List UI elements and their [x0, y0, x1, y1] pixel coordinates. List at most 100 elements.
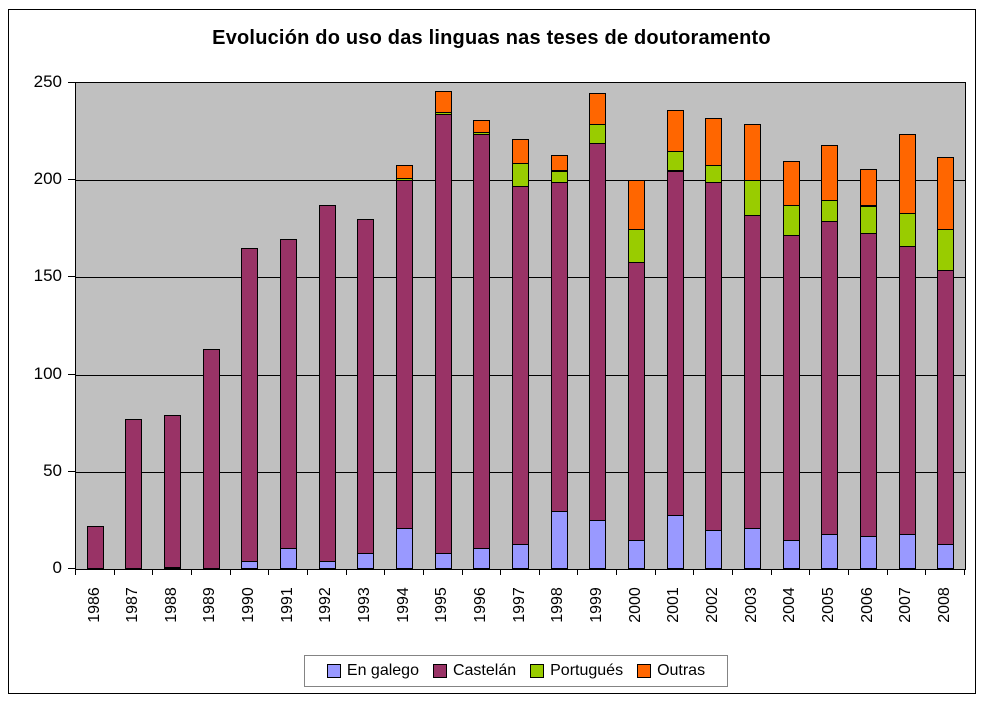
x-axis-label-text-1994: 1994	[394, 587, 412, 623]
bar-segment-2006-En galego	[859, 535, 877, 569]
x-axis-tick-11	[500, 569, 502, 575]
bar-segment-1987-Castelán	[125, 419, 143, 569]
x-axis-tick-0	[75, 569, 76, 575]
bar-segment-2001-En galego	[666, 514, 684, 569]
x-axis-label-text-2000: 2000	[626, 587, 644, 623]
x-axis-label-text-1996: 1996	[471, 587, 489, 623]
x-axis-label-text-1995: 1995	[433, 587, 451, 623]
x-axis-label-2005: 2005	[809, 576, 848, 634]
y-axis-tick-0	[68, 568, 76, 569]
y-axis-label-200: 200	[33, 169, 62, 189]
x-axis-tick-17	[732, 569, 734, 575]
bar-segment-1988-Castelán	[164, 415, 182, 569]
legend-swatch-En galego	[326, 664, 341, 678]
x-axis-label-2000: 2000	[616, 576, 655, 634]
y-axis-label-50: 50	[43, 460, 62, 480]
bar-segment-1990-En galego	[241, 561, 259, 569]
x-axis-label-text-1997: 1997	[510, 587, 528, 623]
bar-segment-2001-Portugués	[666, 151, 684, 172]
bar-segment-2008-Castelán	[937, 269, 955, 545]
bar-segment-1997-En galego	[512, 543, 529, 569]
bar-segment-1999-Castelán	[589, 143, 607, 522]
bar-segment-1991-Castelán	[280, 238, 298, 549]
x-axis-label-text-2002: 2002	[703, 587, 721, 623]
bar-segment-2001-Outras	[666, 110, 684, 153]
bar-segment-2004-Castelán	[782, 234, 800, 541]
x-axis-label-text-2008: 2008	[935, 587, 953, 623]
bar-segment-1996-Outras	[473, 119, 491, 133]
x-axis-label-1994: 1994	[384, 576, 423, 634]
x-axis-label-text-1992: 1992	[317, 587, 335, 623]
x-axis-label-1992: 1992	[307, 576, 346, 634]
bar-segment-2005-Outras	[821, 145, 839, 201]
bar-segment-2003-Outras	[743, 123, 761, 182]
bar-segment-2007-Outras	[898, 133, 916, 215]
x-axis-label-text-1999: 1999	[587, 587, 605, 623]
legend-item-Outras: Outras	[637, 662, 705, 680]
bar-segment-2000-En galego	[627, 539, 645, 569]
x-axis-label-2001: 2001	[655, 576, 694, 634]
y-axis-label-150: 150	[33, 266, 62, 286]
legend-label-En galego: En galego	[346, 662, 419, 679]
bar-segment-1992-En galego	[318, 561, 336, 569]
bar-segment-2008-Outras	[937, 156, 955, 230]
x-axis-tick-13	[577, 569, 579, 575]
y-axis-tick-250	[68, 82, 76, 83]
bar-segment-2004-En galego	[782, 539, 800, 569]
bar-segment-2003-En galego	[743, 528, 761, 569]
bar-segment-1995-En galego	[434, 553, 452, 569]
bar-segment-2004-Portugués	[782, 205, 800, 236]
bar-segment-2007-Portugués	[898, 213, 916, 248]
x-axis-label-text-2004: 2004	[781, 587, 799, 623]
y-axis-tick-200	[68, 179, 76, 181]
x-axis-label-text-2007: 2007	[897, 587, 914, 623]
legend-item-Portugués: Portugués	[530, 662, 623, 680]
x-axis-tick-4	[229, 569, 231, 575]
x-axis-label-text-2006: 2006	[858, 587, 876, 623]
x-axis-tick-3	[190, 569, 192, 575]
bar-segment-1995-Castelán	[434, 114, 452, 555]
legend-swatch-Portugués	[530, 664, 545, 678]
x-axis-label-text-2005: 2005	[819, 587, 837, 623]
x-axis-tick-18	[770, 569, 772, 575]
bar-segment-2003-Portugués	[743, 180, 761, 217]
bar-segment-2008-Portugués	[937, 228, 955, 271]
y-axis-tick-150	[68, 276, 76, 278]
x-axis-label-1995: 1995	[423, 576, 462, 634]
bar-segment-1989-Castelán	[202, 349, 220, 569]
bar-segment-2005-Castelán	[821, 221, 839, 536]
bar-segment-1996-En galego	[473, 547, 491, 569]
x-axis-tick-22	[925, 569, 927, 575]
legend-label-Portugués: Portugués	[550, 662, 624, 679]
chart-title: Evolución do uso das linguas nas teses d…	[212, 27, 771, 49]
x-axis-label-1998: 1998	[539, 576, 578, 634]
x-axis-label-2003: 2003	[732, 576, 771, 634]
x-axis-label-1993: 1993	[346, 576, 385, 634]
legend-item-En galego: En galego	[326, 662, 419, 680]
bar-segment-2002-Outras	[705, 118, 723, 166]
bar-segment-1998-En galego	[550, 510, 568, 569]
x-axis-tick-15	[654, 569, 656, 575]
x-axis-label-1997: 1997	[500, 576, 539, 634]
x-axis-tick-8	[384, 569, 386, 575]
bar-segment-2002-En galego	[705, 530, 723, 569]
bar-segment-2001-Castelán	[666, 170, 684, 516]
x-axis-tick-1	[113, 569, 115, 575]
y-axis-label-100: 100	[33, 363, 62, 383]
y-axis-tick-100	[68, 373, 76, 375]
x-axis-tick-19	[809, 569, 811, 575]
legend-swatch-Castelán	[432, 664, 447, 678]
bar-segment-1993-Castelán	[357, 219, 375, 555]
bar-segment-2008-En galego	[937, 543, 955, 569]
legend-item-Castelán: Castelán	[432, 662, 516, 680]
x-axis-label-text-1990: 1990	[239, 587, 257, 623]
x-axis-label-text-1987: 1987	[123, 587, 141, 623]
bar-segment-1997-Outras	[512, 139, 529, 164]
x-axis-label-text-1991: 1991	[278, 587, 296, 623]
x-axis-tick-6	[306, 569, 308, 575]
y-axis-label-0: 0	[52, 558, 62, 577]
x-axis-label-text-1998: 1998	[549, 587, 567, 623]
bar-segment-1991-En galego	[280, 547, 298, 569]
legend-swatch-Outras	[637, 664, 652, 678]
